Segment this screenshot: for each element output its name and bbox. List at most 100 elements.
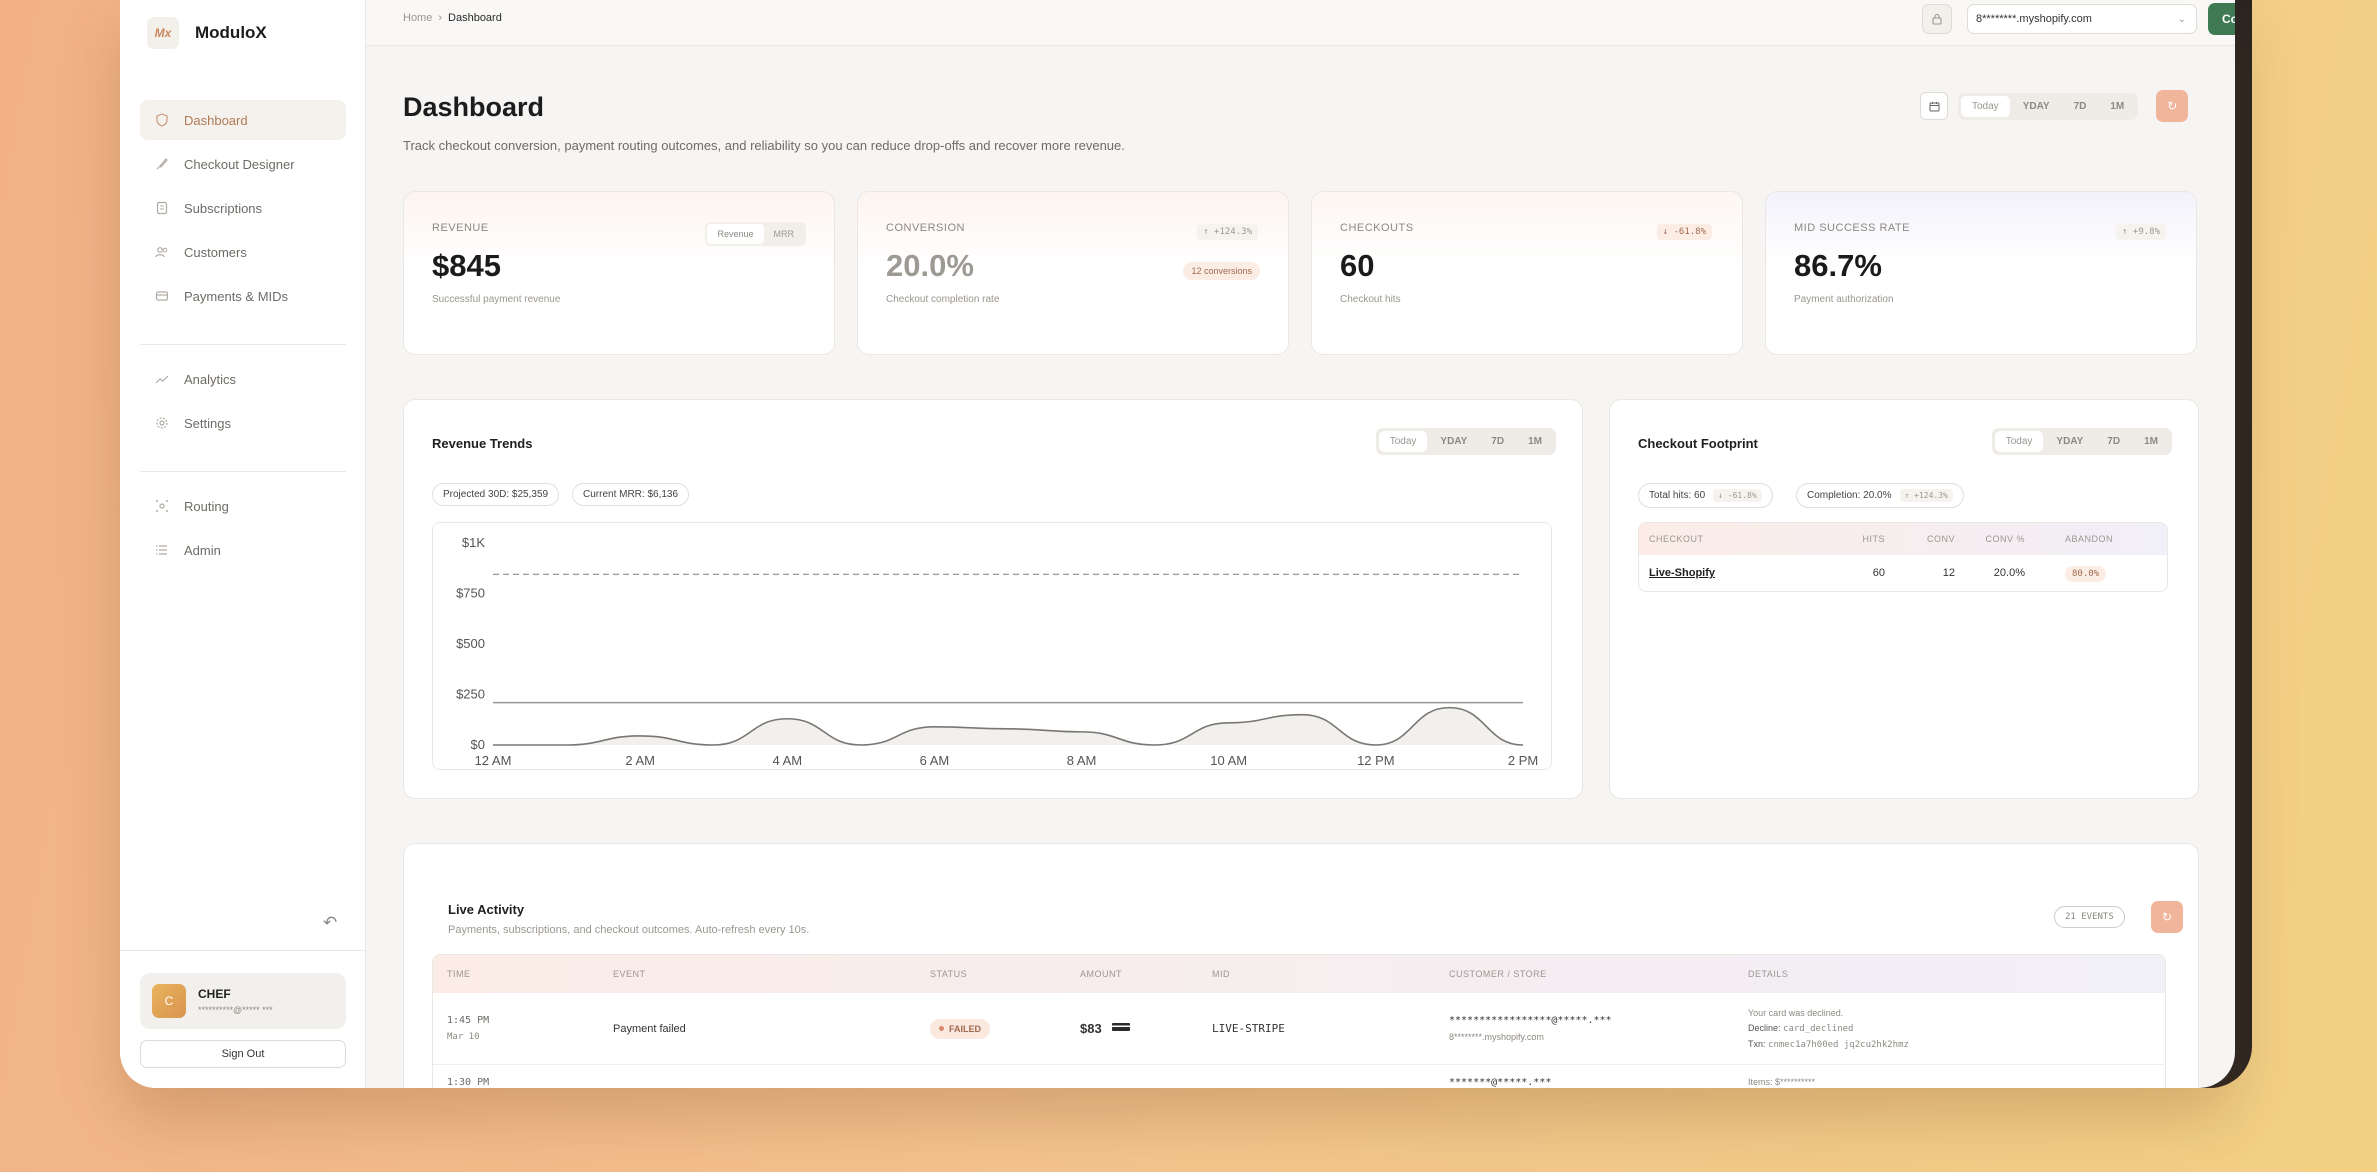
range-1m[interactable]: 1M bbox=[1528, 436, 1542, 447]
sidebar-nav-analytics: Analytics Settings bbox=[140, 359, 346, 447]
page-subtitle: Track checkout conversion, payment routi… bbox=[403, 138, 1125, 153]
sidebar: Mx ModuloX Dashboard Checkout Designer bbox=[120, 0, 366, 1088]
total-hits-pill: Total hits: 60 ↓ -61.8% bbox=[1638, 483, 1773, 508]
range-1m[interactable]: 1M bbox=[2110, 100, 2125, 112]
topbar: Home › Dashboard 8********.myshopify.com ⌄… bbox=[366, 0, 2235, 46]
range-yday[interactable]: YDAY bbox=[1440, 436, 1468, 447]
kpi-value: 20.0% bbox=[886, 248, 974, 283]
document-icon bbox=[154, 200, 170, 216]
chevron-down-icon: ⌄ bbox=[2177, 13, 2186, 25]
col-customer: CUSTOMER / STORE bbox=[1449, 969, 1547, 979]
connect-store-button[interactable]: Connect Store bbox=[2208, 3, 2235, 35]
cell-store: 8********.myshopify.com bbox=[1449, 1032, 1544, 1042]
detail-message: Items: $********** bbox=[1748, 1077, 1816, 1087]
col-hits: HITS bbox=[1862, 534, 1885, 544]
completion-pill: Completion: 20.0% ↑ +124.3% bbox=[1796, 483, 1964, 508]
x-tick-label: 12 PM bbox=[1357, 753, 1395, 768]
breadcrumb-separator: › bbox=[438, 12, 443, 24]
footprint-range-segment: Today YDAY 7D 1M bbox=[1991, 428, 2172, 455]
sidebar-item-dashboard[interactable]: Dashboard bbox=[140, 100, 346, 140]
cell-time: 1:30 PM bbox=[447, 1077, 490, 1088]
kpi-label: REVENUE bbox=[432, 222, 489, 234]
breadcrumb-home[interactable]: Home bbox=[403, 12, 433, 24]
kpi-conversion: CONVERSION ↑ +124.3% 20.0% 12 conversion… bbox=[857, 191, 1289, 355]
range-1m[interactable]: 1M bbox=[2144, 436, 2158, 447]
sidebar-item-customers[interactable]: Customers bbox=[140, 232, 346, 272]
live-activity-panel: Live Activity Payments, subscriptions, a… bbox=[403, 843, 2199, 1088]
checkout-link[interactable]: Live-Shopify bbox=[1649, 567, 1716, 579]
kpi-sub: Checkout hits bbox=[1340, 294, 1401, 305]
table-header: TIME EVENT STATUS AMOUNT MID CUSTOMER / … bbox=[433, 955, 2165, 993]
detail-txn: cnmec1a7h00ed jq2cu2hk2hmz bbox=[1768, 1039, 1909, 1050]
y-tick-label: $1K bbox=[462, 535, 485, 550]
checkout-footprint-panel: Checkout Footprint Today YDAY 7D 1M Tota… bbox=[1609, 399, 2199, 799]
store-select[interactable]: 8********.myshopify.com ⌄ bbox=[1967, 4, 2197, 34]
range-yday[interactable]: YDAY bbox=[2056, 436, 2084, 447]
range-7d[interactable]: 7D bbox=[1491, 436, 1505, 447]
avatar: C bbox=[152, 984, 186, 1018]
col-event: EVENT bbox=[613, 969, 646, 979]
calendar-icon[interactable] bbox=[1920, 92, 1948, 120]
trend-icon bbox=[154, 371, 170, 387]
cell-date: Mar 10 bbox=[447, 1032, 480, 1042]
sidebar-item-analytics[interactable]: Analytics bbox=[140, 359, 346, 399]
range-segment: Today YDAY 7D 1M bbox=[1958, 92, 2139, 120]
total-hits: Total hits: 60 bbox=[1649, 490, 1706, 501]
sidebar-item-payments[interactable]: Payments & MIDs bbox=[140, 276, 346, 316]
panel-title: Revenue Trends bbox=[432, 436, 533, 451]
toggle-revenue[interactable]: Revenue bbox=[707, 224, 764, 244]
kpi-checkouts: CHECKOUTS ↓ -61.8% 60 Checkout hits bbox=[1311, 191, 1743, 355]
range-today[interactable]: Today bbox=[1961, 95, 2010, 117]
sidebar-item-settings[interactable]: Settings bbox=[140, 403, 346, 443]
collapse-sidebar-icon[interactable]: ↶ bbox=[323, 913, 338, 932]
col-time: TIME bbox=[447, 969, 471, 979]
col-status: STATUS bbox=[930, 969, 968, 979]
user-card[interactable]: C CHEF **********@***** *** bbox=[140, 973, 346, 1029]
col-amount: AMOUNT bbox=[1080, 969, 1122, 979]
toggle-mrr[interactable]: MRR bbox=[773, 229, 795, 239]
cell-hits: 60 bbox=[1872, 567, 1885, 579]
detail-decline: card_declined bbox=[1783, 1023, 1854, 1034]
refresh-icon[interactable]: ↻ bbox=[2151, 901, 2183, 933]
kpi-delta: ↑ +124.3% bbox=[1197, 224, 1258, 240]
table-row[interactable]: 1:30 PM *******@*****.*** Items: $******… bbox=[433, 1065, 2165, 1088]
x-tick-label: 2 AM bbox=[625, 753, 655, 768]
sidebar-item-label: Payments & MIDs bbox=[184, 288, 289, 304]
x-tick-label: 6 AM bbox=[920, 753, 950, 768]
sidebar-item-routing[interactable]: Routing bbox=[140, 486, 346, 526]
range-today[interactable]: Today bbox=[1994, 431, 2044, 452]
range-7d[interactable]: 7D bbox=[2073, 100, 2087, 112]
table-header: CHECKOUT HITS CONV CONV % ABANDON bbox=[1639, 523, 2167, 555]
refresh-icon[interactable]: ↻ bbox=[2156, 90, 2189, 122]
cell-conv-pct: 20.0% bbox=[1993, 567, 2025, 579]
sidebar-divider bbox=[140, 344, 346, 345]
table-row[interactable]: 1:45 PM Mar 10 Payment failed FAILED $83… bbox=[433, 993, 2165, 1065]
shield-icon bbox=[154, 112, 170, 128]
activity-table: TIME EVENT STATUS AMOUNT MID CUSTOMER / … bbox=[432, 954, 2166, 1088]
completion: Completion: 20.0% bbox=[1807, 490, 1892, 501]
cell-customer: *******@*****.*** bbox=[1449, 1077, 1552, 1088]
sidebar-divider bbox=[120, 950, 366, 951]
sidebar-item-subscriptions[interactable]: Subscriptions bbox=[140, 188, 346, 228]
range-today[interactable]: Today bbox=[1378, 431, 1428, 452]
sidebar-item-admin[interactable]: Admin bbox=[140, 530, 346, 570]
breadcrumb-current: Dashboard bbox=[448, 12, 502, 24]
x-tick-label: 12 AM bbox=[475, 753, 512, 768]
sign-out-button[interactable]: Sign Out bbox=[140, 1040, 346, 1068]
user-email: **********@***** *** bbox=[198, 1005, 273, 1015]
panel-subtitle: Payments, subscriptions, and checkout ou… bbox=[448, 924, 810, 936]
brand-name: ModuloX bbox=[195, 23, 267, 42]
sidebar-item-checkout-designer[interactable]: Checkout Designer bbox=[140, 144, 346, 184]
range-7d[interactable]: 7D bbox=[2107, 436, 2121, 447]
kpi-delta: ↓ -61.8% bbox=[1656, 224, 1712, 240]
page-title: Dashboard bbox=[403, 92, 545, 122]
projected-pill: Projected 30D: $25,359 bbox=[432, 483, 560, 506]
col-details: DETAILS bbox=[1748, 969, 1789, 979]
users-icon bbox=[154, 244, 170, 260]
table-row[interactable]: Live-Shopify 60 12 20.0% 80.0% bbox=[1639, 555, 2167, 591]
gear-icon bbox=[154, 415, 170, 431]
range-yday[interactable]: YDAY bbox=[2022, 100, 2050, 112]
sidebar-divider bbox=[140, 471, 346, 472]
brand[interactable]: Mx ModuloX bbox=[147, 17, 267, 49]
lock-icon[interactable] bbox=[1922, 4, 1952, 34]
